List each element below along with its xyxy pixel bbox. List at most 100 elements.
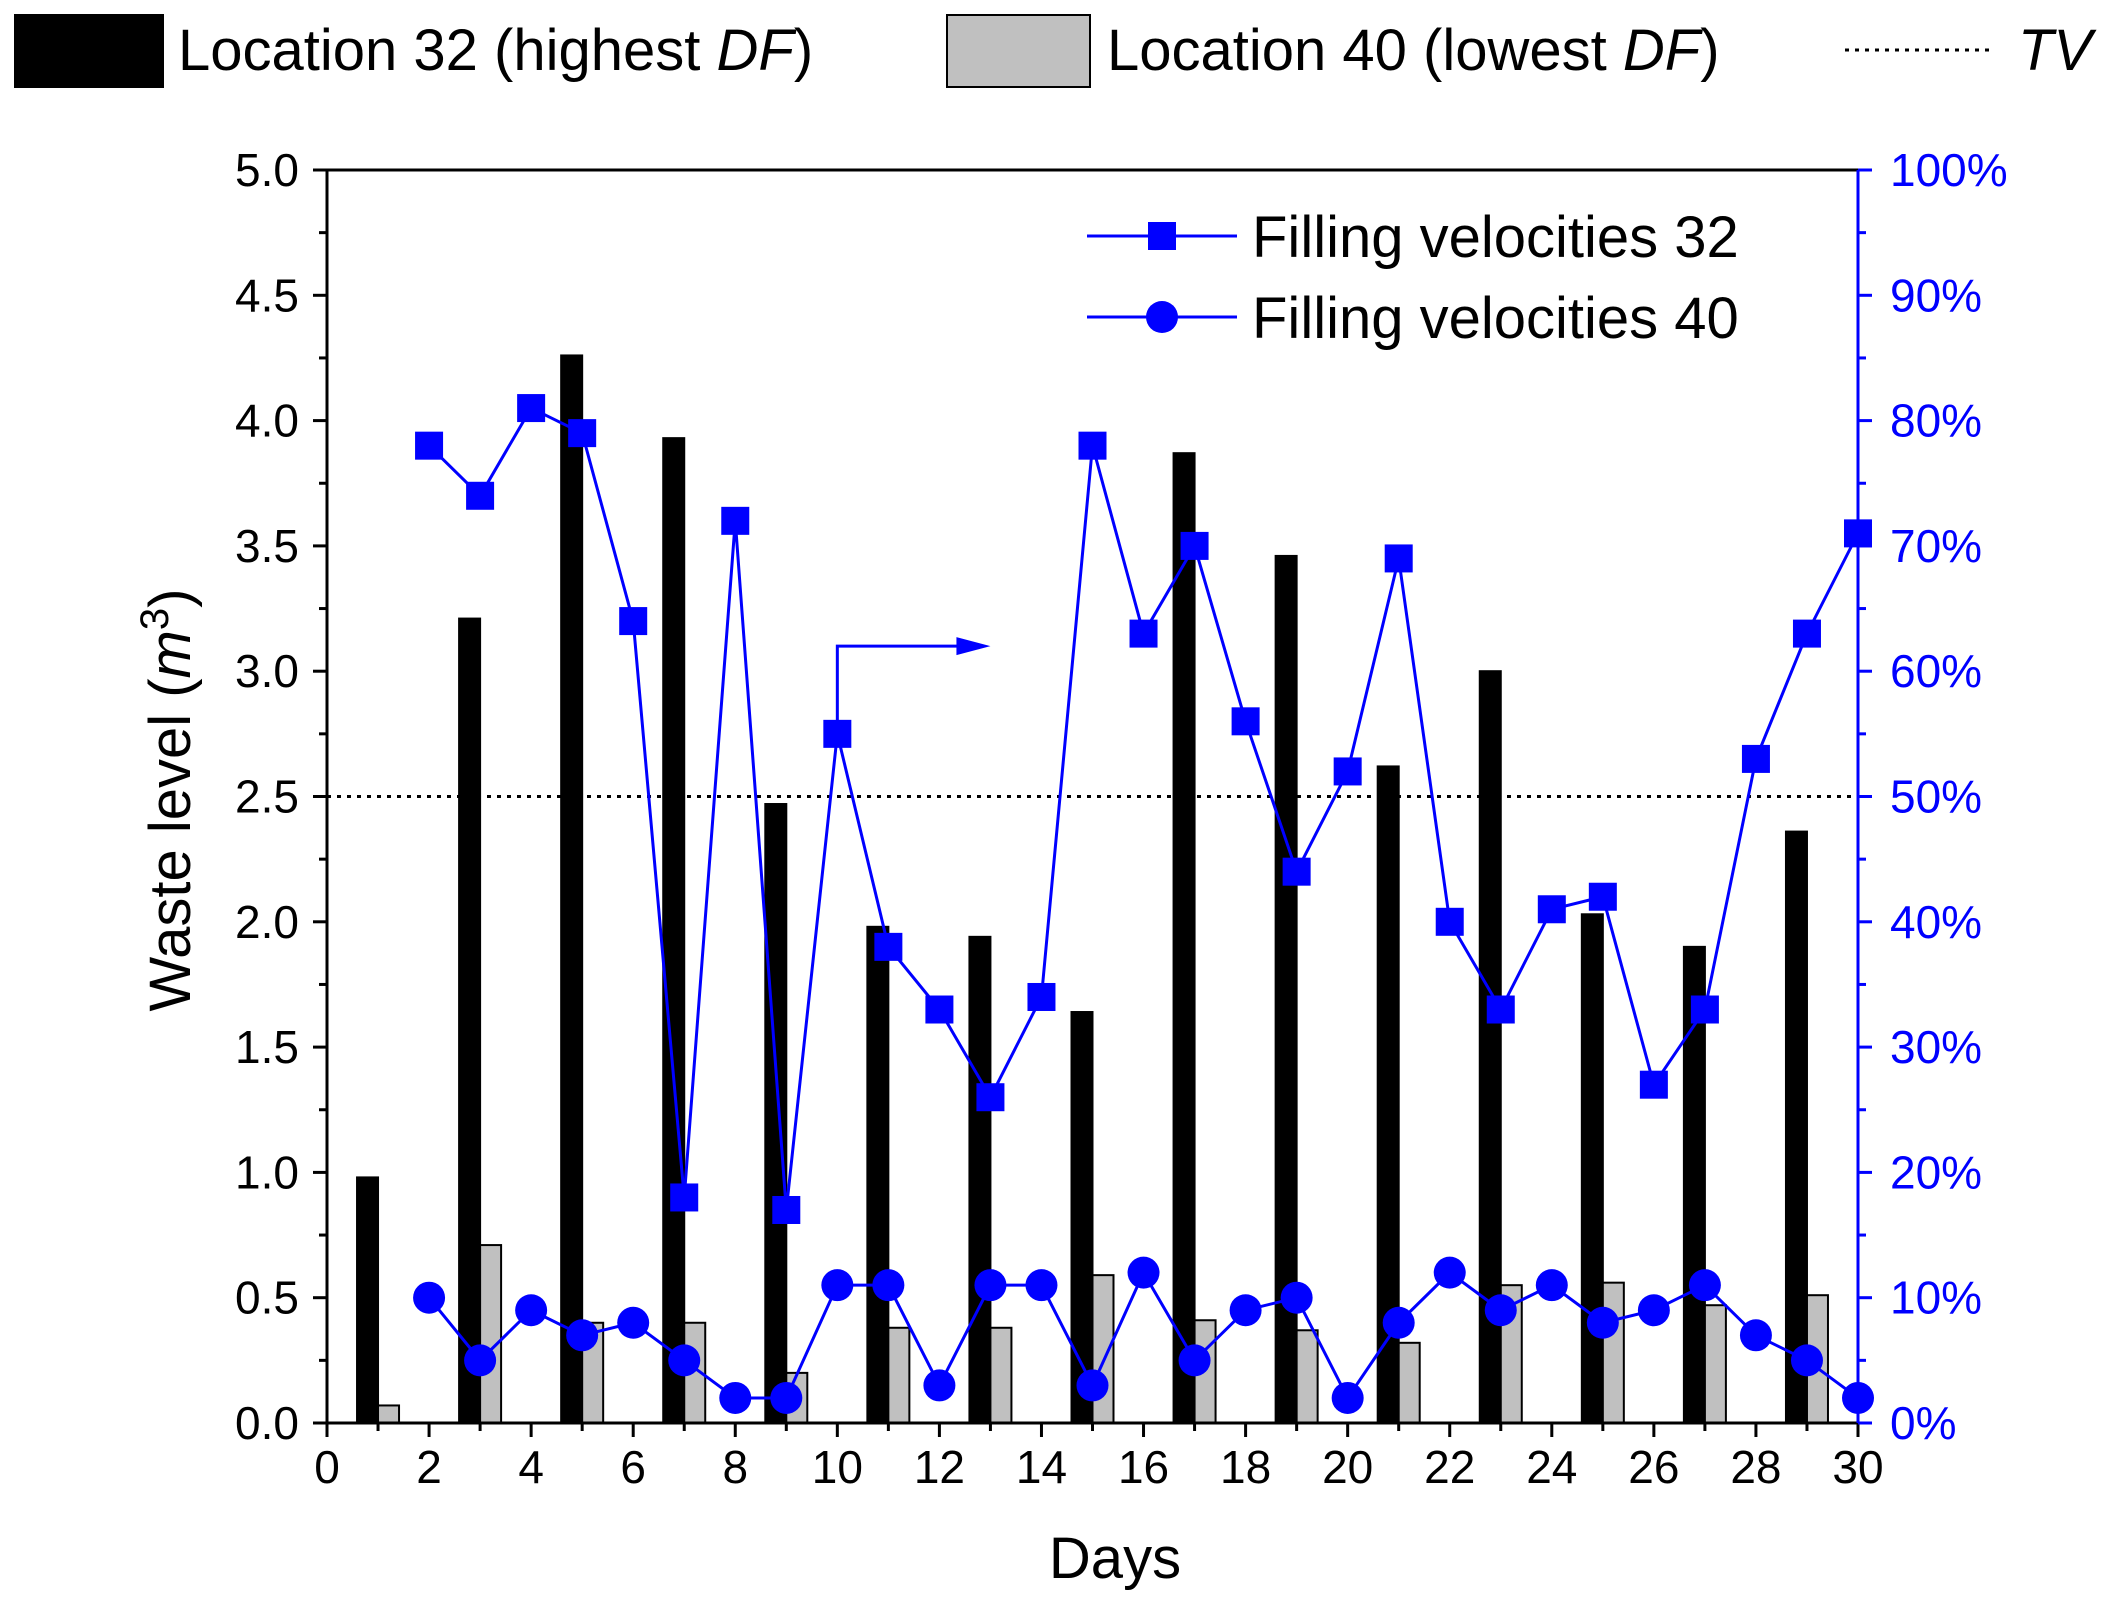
y-tick-label: 4.5 bbox=[235, 269, 299, 321]
point-square bbox=[1027, 982, 1056, 1011]
bar-location-32 bbox=[1784, 830, 1808, 1424]
bar-location-40 bbox=[479, 1244, 503, 1424]
point-square bbox=[1486, 995, 1515, 1024]
x-tick-label: 8 bbox=[722, 1441, 748, 1493]
y2-tick-label: 70% bbox=[1890, 520, 1982, 572]
y-axis-title: Waste level (m3) bbox=[133, 589, 203, 1012]
y-tick-label: 4.0 bbox=[235, 395, 299, 447]
series-filling-velocities-40 bbox=[413, 1256, 1874, 1414]
point-circle bbox=[1535, 1269, 1568, 1302]
legend-label-filling-32: Filling velocities 32 bbox=[1252, 205, 1739, 270]
point-circle bbox=[1433, 1256, 1466, 1289]
point-square bbox=[1639, 1070, 1668, 1099]
point-square bbox=[1741, 744, 1770, 773]
y-tick-label: 1.5 bbox=[235, 1021, 299, 1073]
point-square bbox=[1384, 544, 1413, 573]
point-circle bbox=[1484, 1294, 1517, 1327]
bar-location-40 bbox=[377, 1404, 401, 1425]
point-circle bbox=[923, 1369, 956, 1402]
point-circle bbox=[1178, 1344, 1211, 1377]
x-tick-label: 14 bbox=[1016, 1441, 1067, 1493]
legend-label-location-40: Location 40 (lowest DF) bbox=[1107, 18, 1720, 83]
point-circle bbox=[617, 1306, 650, 1339]
point-circle bbox=[1739, 1319, 1772, 1352]
point-circle bbox=[872, 1269, 905, 1302]
point-square bbox=[976, 1083, 1005, 1112]
y2-tick-label: 80% bbox=[1890, 395, 1982, 447]
point-square bbox=[415, 431, 444, 460]
point-square bbox=[925, 995, 954, 1024]
point-square bbox=[517, 394, 546, 423]
series-filling-velocities-32 bbox=[415, 394, 1872, 1224]
y2-tick-label: 40% bbox=[1890, 896, 1982, 948]
bar-location-40 bbox=[1397, 1341, 1421, 1424]
legend-label-filling-40: Filling velocities 40 bbox=[1252, 286, 1739, 351]
point-circle bbox=[1688, 1269, 1721, 1302]
point-square bbox=[568, 419, 597, 448]
bar-location-40 bbox=[1601, 1281, 1625, 1424]
legend-marker-circle bbox=[1146, 301, 1178, 333]
y2-tick-label: 30% bbox=[1890, 1021, 1982, 1073]
legend-inner: Filling velocities 32 Filling velocities… bbox=[1087, 205, 1739, 351]
point-square bbox=[1129, 619, 1158, 648]
bar-location-32 bbox=[1580, 913, 1604, 1424]
legend-swatch-location-40 bbox=[946, 14, 1091, 88]
arrow-shaft bbox=[835, 644, 961, 725]
point-square bbox=[721, 506, 750, 535]
point-square bbox=[1588, 882, 1617, 911]
point-circle bbox=[464, 1344, 497, 1377]
point-square bbox=[1333, 757, 1362, 786]
arrow-to-right-axis bbox=[835, 637, 991, 725]
x-tick-label: 18 bbox=[1220, 1441, 1271, 1493]
y2-tick-label: 10% bbox=[1890, 1272, 1982, 1324]
point-square bbox=[1537, 895, 1566, 924]
line-path bbox=[427, 1269, 1859, 1401]
point-square bbox=[823, 719, 852, 748]
point-square bbox=[1792, 619, 1821, 648]
y-tick-label: 3.0 bbox=[235, 645, 299, 697]
point-square bbox=[1231, 707, 1260, 736]
bar-location-32 bbox=[1172, 452, 1196, 1425]
point-circle bbox=[413, 1281, 446, 1314]
bar-location-32 bbox=[764, 803, 788, 1424]
x-tick-label: 6 bbox=[620, 1441, 646, 1493]
point-circle bbox=[1790, 1344, 1823, 1377]
bar-location-40 bbox=[887, 1326, 911, 1424]
point-square bbox=[466, 481, 495, 510]
y-tick-label: 1.0 bbox=[235, 1146, 299, 1198]
point-square bbox=[619, 607, 648, 636]
legend-swatch-location-32 bbox=[14, 14, 164, 88]
point-circle bbox=[566, 1319, 599, 1352]
y2-tick-label: 20% bbox=[1890, 1146, 1982, 1198]
x-tick-label: 2 bbox=[416, 1441, 442, 1493]
x-tick-label: 12 bbox=[914, 1441, 965, 1493]
point-square bbox=[670, 1183, 699, 1212]
point-square bbox=[772, 1195, 801, 1224]
point-circle bbox=[1229, 1294, 1262, 1327]
x-tick-label: 22 bbox=[1424, 1441, 1475, 1493]
bar-location-32 bbox=[560, 354, 584, 1425]
arrow-head bbox=[956, 637, 991, 656]
point-circle bbox=[1637, 1294, 1670, 1327]
y-tick-label: 2.5 bbox=[235, 771, 299, 823]
legend-top: Location 32 (highest DF) Location 40 (lo… bbox=[14, 14, 2097, 88]
point-circle bbox=[1127, 1256, 1160, 1289]
point-circle bbox=[974, 1269, 1007, 1302]
point-circle bbox=[1280, 1281, 1313, 1314]
bar-location-40 bbox=[989, 1326, 1013, 1424]
y-tick-label: 0.0 bbox=[235, 1397, 299, 1449]
x-tick-label: 10 bbox=[812, 1441, 863, 1493]
point-circle bbox=[1025, 1269, 1058, 1302]
x-axis-title: Days bbox=[1049, 1526, 1181, 1591]
y-tick-label: 0.5 bbox=[235, 1272, 299, 1324]
y2-tick-label: 60% bbox=[1890, 645, 1982, 697]
x-tick-label: 26 bbox=[1628, 1441, 1679, 1493]
legend-marker-square bbox=[1148, 222, 1176, 250]
plot-area bbox=[325, 168, 1874, 1425]
point-square bbox=[1282, 857, 1311, 886]
y2-tick-label: 90% bbox=[1890, 269, 1982, 321]
point-circle bbox=[1382, 1306, 1415, 1339]
point-circle bbox=[821, 1269, 854, 1302]
point-circle bbox=[719, 1381, 752, 1414]
